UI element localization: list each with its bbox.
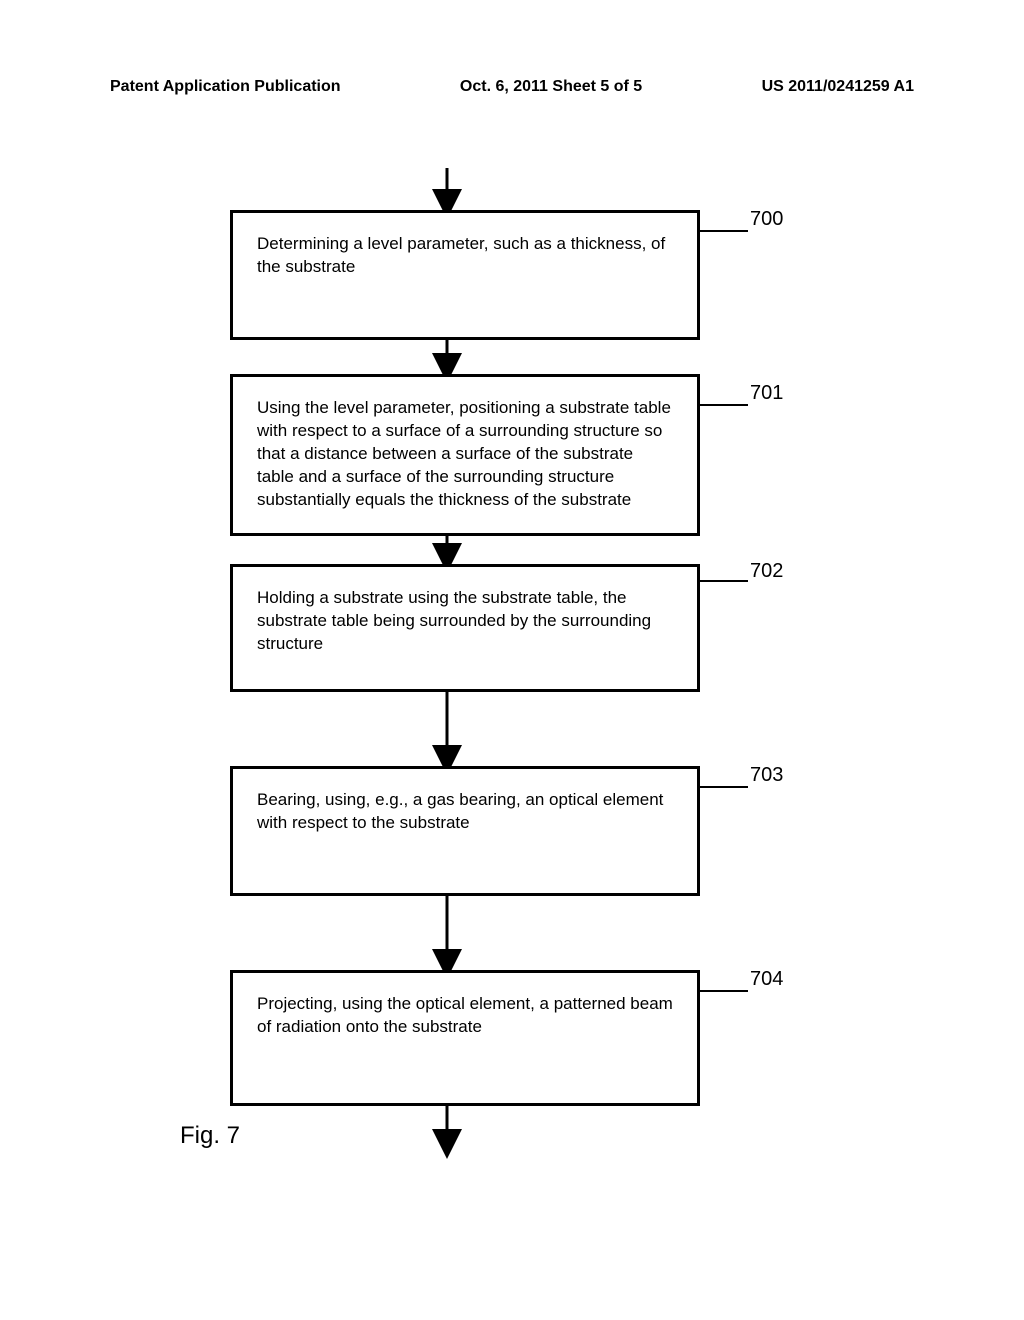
leader-704 bbox=[700, 990, 748, 992]
flow-step-703-label: 703 bbox=[750, 764, 783, 787]
flow-step-704-label: 704 bbox=[750, 968, 783, 991]
flow-step-700-text: Determining a level parameter, such as a… bbox=[257, 234, 665, 276]
header-date-sheet: Oct. 6, 2011 Sheet 5 of 5 bbox=[460, 78, 642, 96]
leader-700 bbox=[700, 230, 748, 232]
page-header: Patent Application Publication Oct. 6, 2… bbox=[110, 78, 914, 96]
flow-step-700: Determining a level parameter, such as a… bbox=[230, 210, 700, 340]
flow-step-702-text: Holding a substrate using the substrate … bbox=[257, 588, 651, 653]
figure-label: Fig. 7 bbox=[180, 1122, 240, 1150]
flow-step-700-label: 700 bbox=[750, 208, 783, 231]
flow-step-701: Using the level parameter, positioning a… bbox=[230, 374, 700, 536]
flow-step-704: Projecting, using the optical element, a… bbox=[230, 970, 700, 1106]
flow-step-704-text: Projecting, using the optical element, a… bbox=[257, 994, 673, 1036]
flow-step-703: Bearing, using, e.g., a gas bearing, an … bbox=[230, 766, 700, 896]
flow-step-702: Holding a substrate using the substrate … bbox=[230, 564, 700, 692]
leader-703 bbox=[700, 786, 748, 788]
header-patent-number: US 2011/0241259 A1 bbox=[762, 78, 914, 96]
header-publication: Patent Application Publication bbox=[110, 78, 341, 96]
flowchart: Determining a level parameter, such as a… bbox=[0, 160, 1024, 1260]
flow-step-702-label: 702 bbox=[750, 560, 783, 583]
flow-step-701-label: 701 bbox=[750, 382, 783, 405]
flow-step-701-text: Using the level parameter, positioning a… bbox=[257, 398, 671, 509]
leader-702 bbox=[700, 580, 748, 582]
flow-step-703-text: Bearing, using, e.g., a gas bearing, an … bbox=[257, 790, 663, 832]
leader-701 bbox=[700, 404, 748, 406]
